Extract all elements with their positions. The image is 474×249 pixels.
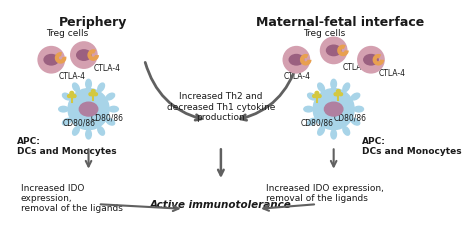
Circle shape (95, 93, 97, 96)
Ellipse shape (106, 93, 115, 100)
Circle shape (71, 42, 97, 68)
Ellipse shape (327, 45, 341, 56)
Ellipse shape (351, 93, 360, 100)
Text: Increased IDO
expression,
removal of the ligands: Increased IDO expression, removal of the… (20, 184, 122, 213)
Text: CTLA-4: CTLA-4 (93, 64, 120, 73)
Ellipse shape (77, 50, 91, 60)
Ellipse shape (63, 118, 71, 125)
Text: Maternal-fetal interface: Maternal-fetal interface (256, 16, 424, 29)
Circle shape (38, 47, 64, 73)
Ellipse shape (324, 102, 343, 116)
Circle shape (315, 91, 319, 95)
Ellipse shape (351, 118, 360, 125)
Circle shape (73, 95, 76, 97)
Text: APC:
DCs and Monocytes: APC: DCs and Monocytes (362, 137, 461, 156)
Ellipse shape (331, 130, 337, 139)
Ellipse shape (79, 102, 98, 116)
Text: Treg cells: Treg cells (46, 29, 88, 38)
Ellipse shape (289, 55, 303, 65)
Ellipse shape (308, 118, 316, 125)
Text: Treg cells: Treg cells (303, 29, 346, 38)
Circle shape (68, 89, 109, 130)
Ellipse shape (73, 83, 79, 92)
Ellipse shape (98, 83, 104, 92)
Circle shape (337, 90, 340, 93)
Text: CD80/86: CD80/86 (63, 119, 95, 127)
Ellipse shape (304, 106, 313, 112)
Text: APC:
DCs and Monocytes: APC: DCs and Monocytes (17, 137, 117, 156)
Ellipse shape (343, 127, 350, 135)
Text: Increased IDO expression,
removal of the ligands: Increased IDO expression, removal of the… (265, 184, 383, 203)
Text: Periphery: Periphery (59, 16, 128, 29)
Ellipse shape (308, 93, 316, 100)
Circle shape (91, 90, 95, 93)
Text: CTLA-4: CTLA-4 (378, 69, 405, 78)
Ellipse shape (59, 106, 68, 112)
Ellipse shape (318, 127, 324, 135)
Circle shape (70, 91, 73, 95)
Ellipse shape (364, 55, 378, 65)
Circle shape (313, 89, 354, 130)
Ellipse shape (318, 83, 324, 92)
Text: CD80/86: CD80/86 (301, 119, 334, 127)
Circle shape (340, 93, 343, 96)
Text: CD80/86: CD80/86 (334, 114, 367, 123)
Ellipse shape (354, 106, 364, 112)
Circle shape (313, 95, 316, 97)
Text: Active immunotolerance: Active immunotolerance (150, 199, 292, 209)
Ellipse shape (106, 118, 115, 125)
Ellipse shape (331, 79, 337, 89)
Text: CTLA-4: CTLA-4 (59, 72, 86, 81)
Ellipse shape (98, 127, 104, 135)
Ellipse shape (86, 79, 91, 89)
Ellipse shape (109, 106, 118, 112)
Ellipse shape (44, 55, 58, 65)
Circle shape (283, 47, 310, 73)
Circle shape (358, 47, 384, 73)
Text: Increased Th2 and
decreased Th1 cytokine
production: Increased Th2 and decreased Th1 cytokine… (167, 92, 275, 122)
Ellipse shape (343, 83, 350, 92)
Circle shape (318, 95, 321, 97)
Text: CTLA-4: CTLA-4 (343, 62, 370, 71)
Circle shape (89, 93, 92, 96)
Ellipse shape (73, 127, 79, 135)
Ellipse shape (86, 130, 91, 139)
Circle shape (320, 37, 346, 63)
Text: CD80/86: CD80/86 (91, 114, 123, 123)
Ellipse shape (63, 93, 71, 100)
Circle shape (68, 95, 70, 97)
Circle shape (334, 93, 337, 96)
Text: CTLA-4: CTLA-4 (283, 72, 310, 81)
